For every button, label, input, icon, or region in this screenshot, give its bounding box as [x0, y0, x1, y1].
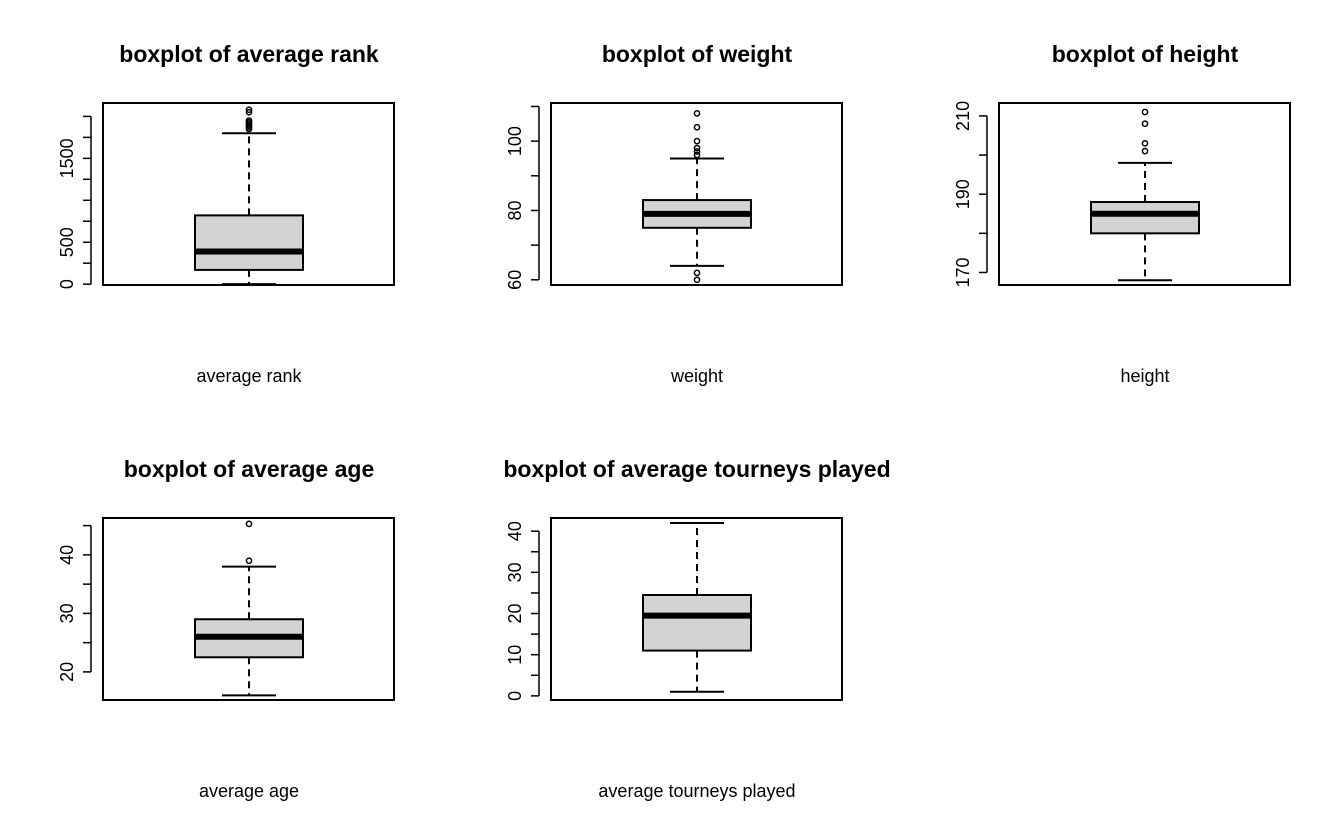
outlier-point: [245, 117, 253, 124]
plot-frame: [550, 517, 843, 701]
plot-frame: [102, 517, 395, 701]
boxplot-panel-5: boxplot of average tourneys played averag…: [503, 456, 890, 801]
plot-frame: [550, 102, 843, 286]
outlier-point: [245, 106, 253, 114]
chart-title: boxplot of weight: [602, 41, 793, 67]
y-tick-label: 20: [57, 662, 77, 682]
boxplot-panel-3: boxplot of height height 170 190 210: [953, 41, 1291, 386]
x-axis-label: average rank: [196, 366, 302, 386]
y-tick-label: 30: [505, 562, 525, 582]
outlier-point: [1141, 147, 1149, 155]
y-tick-label: 20: [505, 604, 525, 624]
plot-frame: [998, 102, 1291, 286]
y-tick-label: 60: [505, 270, 525, 290]
outlier-point: [693, 276, 701, 284]
x-axis-label: height: [1120, 366, 1169, 386]
outlier-point: [693, 269, 701, 277]
boxplot-panel-1: boxplot of average rank average rank 0 500 1…: [57, 41, 395, 386]
chart-title: boxplot of height: [1052, 41, 1239, 67]
y-tick-label: 30: [57, 603, 77, 623]
outlier-point: [693, 137, 701, 145]
chart-title: boxplot of average rank: [119, 41, 379, 67]
outlier-point: [693, 144, 701, 152]
y-tick-label: 0: [505, 691, 525, 701]
chart-title: boxplot of average age: [124, 456, 375, 482]
outlier-point: [245, 520, 253, 528]
outlier-point: [693, 151, 701, 159]
x-axis-label: weight: [670, 366, 723, 386]
outlier-point: [693, 148, 701, 155]
y-tick-label: 1500: [57, 138, 77, 178]
outlier-point: [245, 108, 253, 116]
x-axis-label: average tourneys played: [598, 781, 795, 801]
outlier-point: [1141, 139, 1149, 147]
iqr-box: [642, 594, 752, 652]
y-tick-label: 210: [953, 101, 973, 131]
outlier-point: [693, 123, 701, 131]
x-axis-label: average age: [199, 781, 299, 801]
chart-title: boxplot of average tourneys played: [503, 456, 890, 482]
outlier-point: [1141, 120, 1149, 128]
y-tick-label: 10: [505, 645, 525, 665]
boxplot-panel-2: boxplot of weight weight 60 80 100: [505, 41, 843, 386]
outlier-point: [693, 110, 701, 117]
y-tick-label: 80: [505, 200, 525, 220]
outlier-point: [1141, 108, 1149, 116]
outlier-point: [245, 557, 253, 565]
y-tick-label: 40: [57, 545, 77, 565]
y-tick-label: 500: [57, 227, 77, 257]
boxplot-panel-4: boxplot of average age average age 20 30 40: [57, 456, 395, 801]
y-tick-label: 170: [953, 257, 973, 287]
iqr-box: [194, 214, 304, 271]
y-tick-label: 190: [953, 179, 973, 209]
y-tick-label: 100: [505, 126, 525, 156]
y-tick-label: 40: [505, 521, 525, 541]
iqr-box: [1090, 201, 1200, 235]
y-tick-label: 0: [57, 279, 77, 289]
